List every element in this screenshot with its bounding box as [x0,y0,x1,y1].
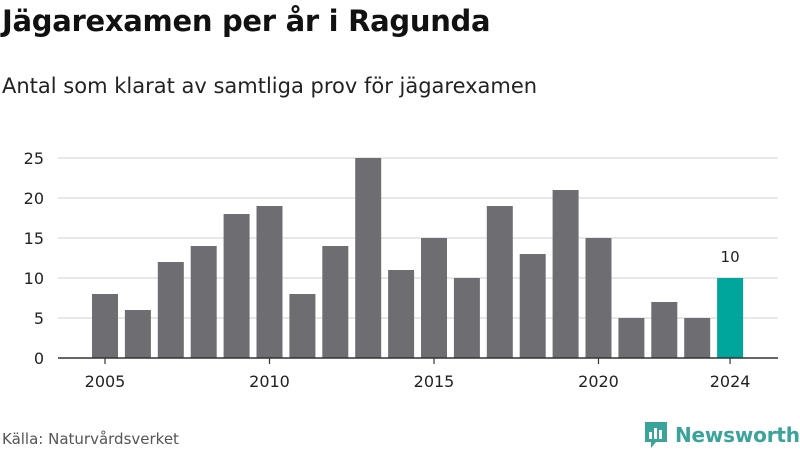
bar-2005 [92,294,118,358]
x-tick-label: 2024 [710,372,751,391]
bar-2014 [388,270,415,358]
bar-2022 [651,302,678,358]
bar-2016 [453,278,480,358]
y-tick-label: 10 [24,269,44,288]
x-tick-label: 2020 [578,372,619,391]
y-tick-label: 20 [24,189,44,208]
newsworthy-logo-icon [645,422,667,448]
bar-2017 [486,206,513,358]
y-tick-label: 0 [34,349,44,368]
bar-2015 [421,238,447,358]
bar-2018 [519,254,546,358]
bar-2009 [223,214,250,358]
bar-2007 [157,262,184,358]
chart-title: Jägarexamen per år i Ragunda [2,4,491,38]
bar-2011 [289,294,316,358]
bar-2019 [552,190,579,358]
bar-2013 [355,158,382,358]
x-tick-label: 2015 [414,372,455,391]
data-label-2024: 10 [721,248,740,266]
bar-2020 [585,238,612,358]
bars: 10 [92,158,744,358]
bar-2023 [684,318,711,358]
bar-2024 [717,278,744,358]
bar-2008 [190,246,217,358]
brand-logo: Newsworthy [643,420,800,450]
x-tick-label: 2005 [85,372,126,391]
chart-subtitle: Antal som klarat av samtliga prov för jä… [2,74,538,98]
bar-2010 [256,206,283,358]
bar-2006 [124,310,151,358]
y-tick-label: 25 [24,149,44,168]
y-tick-label: 5 [34,309,44,328]
axes: 0 5 10 15 20 25 2005 2010 2015 2020 2024 [24,149,778,391]
bar-2012 [322,246,349,358]
bar-2021 [618,318,645,358]
brand-name: Newsworthy [675,423,800,447]
x-tick-label: 2010 [249,372,290,391]
y-tick-label: 15 [24,229,44,248]
source-note: Källa: Naturvårdsverket [2,430,179,448]
